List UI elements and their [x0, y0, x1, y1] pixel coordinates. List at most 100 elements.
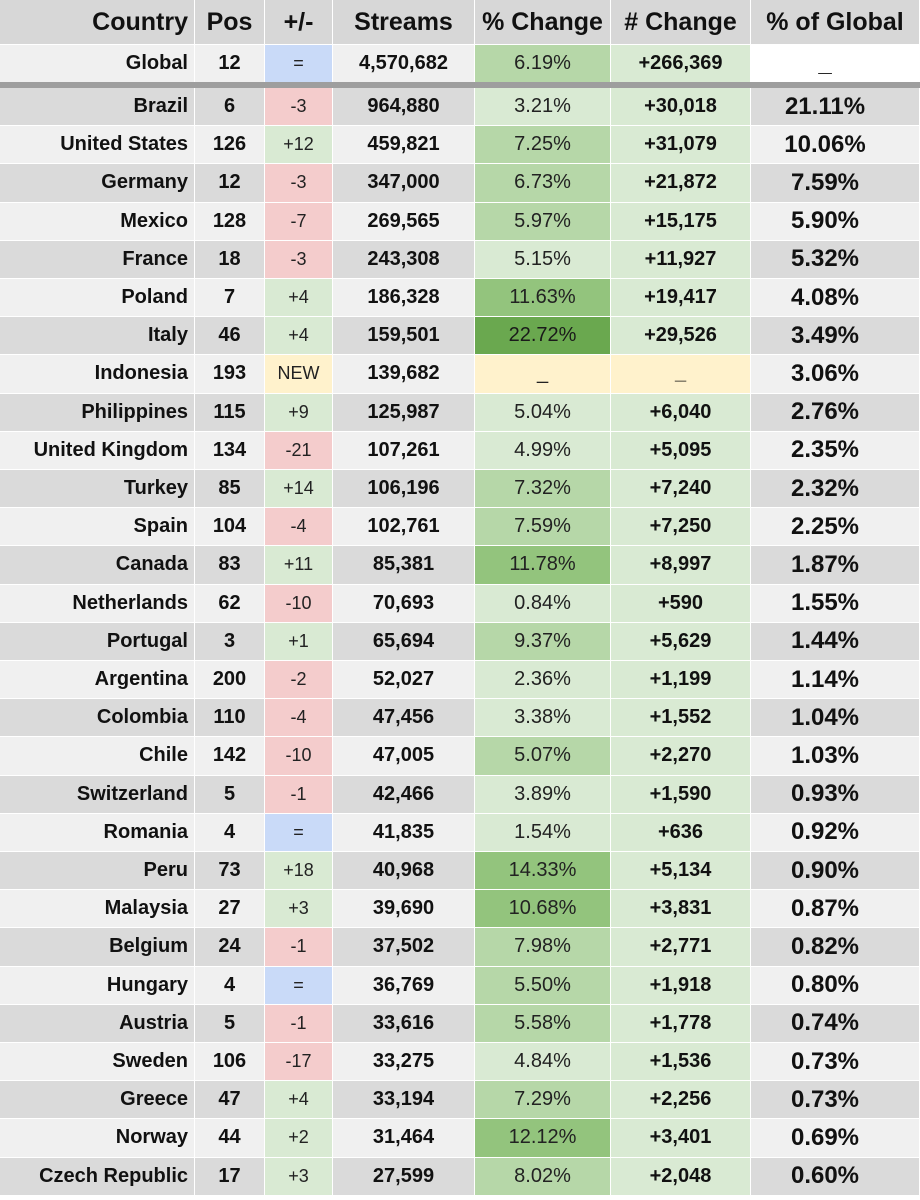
header-pos[interactable]: Pos	[195, 0, 265, 45]
pct-global-cell[interactable]: 1.44%	[751, 622, 920, 661]
country-cell[interactable]: Belgium	[0, 928, 195, 967]
pct-change-cell[interactable]: 14.33%	[475, 852, 611, 891]
pct-change-cell[interactable]: 0.84%	[475, 584, 611, 623]
streams-cell[interactable]: 33,194	[333, 1081, 475, 1120]
pct-change-cell[interactable]: 7.32%	[475, 470, 611, 509]
streams-cell[interactable]: 52,027	[333, 661, 475, 700]
pct-change-cell[interactable]: 11.63%	[475, 279, 611, 318]
country-cell[interactable]: Brazil	[0, 88, 195, 127]
streams-cell[interactable]: 70,693	[333, 584, 475, 623]
num-change-cell[interactable]: +5,629	[611, 622, 751, 661]
rank-change-cell[interactable]: -3	[265, 240, 333, 279]
rank-change-cell[interactable]: -1	[265, 928, 333, 967]
country-cell[interactable]: Sweden	[0, 1043, 195, 1082]
rank-change-cell[interactable]: +14	[265, 470, 333, 509]
country-cell[interactable]: Malaysia	[0, 890, 195, 929]
country-cell[interactable]: Poland	[0, 279, 195, 318]
country-cell[interactable]: Austria	[0, 1004, 195, 1043]
streams-cell[interactable]: 243,308	[333, 240, 475, 279]
pos-cell[interactable]: 142	[195, 737, 265, 776]
num-change-cell[interactable]: +3,401	[611, 1119, 751, 1158]
pct-change-cell[interactable]: 7.29%	[475, 1081, 611, 1120]
pos-cell[interactable]: 47	[195, 1081, 265, 1120]
rank-change-cell[interactable]: -3	[265, 164, 333, 203]
country-cell[interactable]: Colombia	[0, 699, 195, 738]
pct-change-cell[interactable]: 10.68%	[475, 890, 611, 929]
pct-change-cell[interactable]: 9.37%	[475, 622, 611, 661]
rank-change-cell[interactable]: +4	[265, 279, 333, 318]
header-streams[interactable]: Streams	[333, 0, 475, 45]
rank-change-cell[interactable]: =	[265, 966, 333, 1005]
pct-global-cell[interactable]: 1.55%	[751, 584, 920, 623]
streams-cell[interactable]: 36,769	[333, 966, 475, 1005]
pos-cell[interactable]: 62	[195, 584, 265, 623]
pos-cell[interactable]: 104	[195, 508, 265, 547]
pct-global-cell[interactable]: 2.35%	[751, 431, 920, 470]
num-change-cell[interactable]: +5,134	[611, 852, 751, 891]
pos-cell[interactable]: 83	[195, 546, 265, 585]
rank-change-cell[interactable]: NEW	[265, 355, 333, 394]
rank-change-cell[interactable]: -10	[265, 584, 333, 623]
pct-global-cell[interactable]: 3.49%	[751, 317, 920, 356]
header-country[interactable]: Country	[0, 0, 195, 45]
rank-change-cell[interactable]: +3	[265, 1157, 333, 1196]
country-cell[interactable]: Germany	[0, 164, 195, 203]
pct-global-cell[interactable]: 0.69%	[751, 1119, 920, 1158]
pct-change-cell[interactable]: 5.58%	[475, 1004, 611, 1043]
num-change-cell[interactable]: +1,536	[611, 1043, 751, 1082]
streams-cell[interactable]: 964,880	[333, 88, 475, 127]
country-cell[interactable]: Hungary	[0, 966, 195, 1005]
pct-change-cell[interactable]: 5.04%	[475, 393, 611, 432]
streams-cell[interactable]: 4,570,682	[333, 45, 475, 83]
pct-global-cell[interactable]: 2.25%	[751, 508, 920, 547]
pct-global-cell[interactable]: 0.87%	[751, 890, 920, 929]
num-change-cell[interactable]: +1,590	[611, 775, 751, 814]
num-change-cell[interactable]: +15,175	[611, 202, 751, 241]
pct-change-cell[interactable]: 4.84%	[475, 1043, 611, 1082]
rank-change-cell[interactable]: =	[265, 45, 333, 83]
streams-cell[interactable]: 186,328	[333, 279, 475, 318]
streams-cell[interactable]: 47,005	[333, 737, 475, 776]
pct-global-cell[interactable]: 1.14%	[751, 661, 920, 700]
streams-cell[interactable]: 65,694	[333, 622, 475, 661]
streams-cell[interactable]: 139,682	[333, 355, 475, 394]
num-change-cell[interactable]: +2,048	[611, 1157, 751, 1196]
pct-global-cell[interactable]: 1.03%	[751, 737, 920, 776]
pos-cell[interactable]: 110	[195, 699, 265, 738]
pos-cell[interactable]: 4	[195, 813, 265, 852]
rank-change-cell[interactable]: -17	[265, 1043, 333, 1082]
rank-change-cell[interactable]: +9	[265, 393, 333, 432]
pos-cell[interactable]: 128	[195, 202, 265, 241]
streams-cell[interactable]: 33,275	[333, 1043, 475, 1082]
rank-change-cell[interactable]: -1	[265, 775, 333, 814]
pos-cell[interactable]: 106	[195, 1043, 265, 1082]
pct-change-cell[interactable]: 1.54%	[475, 813, 611, 852]
pct-global-cell[interactable]: 0.93%	[751, 775, 920, 814]
pct-global-cell[interactable]: 0.90%	[751, 852, 920, 891]
pct-change-cell[interactable]: 5.50%	[475, 966, 611, 1005]
streams-cell[interactable]: 27,599	[333, 1157, 475, 1196]
streams-cell[interactable]: 85,381	[333, 546, 475, 585]
pct-global-cell[interactable]: 0.82%	[751, 928, 920, 967]
pct-change-cell[interactable]: 5.97%	[475, 202, 611, 241]
pct-change-cell[interactable]: 6.73%	[475, 164, 611, 203]
pct-change-cell[interactable]: 12.12%	[475, 1119, 611, 1158]
pos-cell[interactable]: 115	[195, 393, 265, 432]
country-cell[interactable]: Indonesia	[0, 355, 195, 394]
pct-global-cell[interactable]: 4.08%	[751, 279, 920, 318]
pct-global-cell[interactable]: 0.73%	[751, 1081, 920, 1120]
pct-change-cell[interactable]: 4.99%	[475, 431, 611, 470]
country-cell[interactable]: Switzerland	[0, 775, 195, 814]
pos-cell[interactable]: 73	[195, 852, 265, 891]
pct-global-cell[interactable]: 0.60%	[751, 1157, 920, 1196]
streams-cell[interactable]: 41,835	[333, 813, 475, 852]
num-change-cell[interactable]: +31,079	[611, 126, 751, 165]
header-num-change[interactable]: # Change	[611, 0, 751, 45]
pct-global-cell[interactable]: 2.76%	[751, 393, 920, 432]
num-change-cell[interactable]: +2,256	[611, 1081, 751, 1120]
pct-change-cell[interactable]: 3.38%	[475, 699, 611, 738]
pos-cell[interactable]: 24	[195, 928, 265, 967]
pos-cell[interactable]: 193	[195, 355, 265, 394]
num-change-cell[interactable]: +2,270	[611, 737, 751, 776]
num-change-cell[interactable]: +1,778	[611, 1004, 751, 1043]
